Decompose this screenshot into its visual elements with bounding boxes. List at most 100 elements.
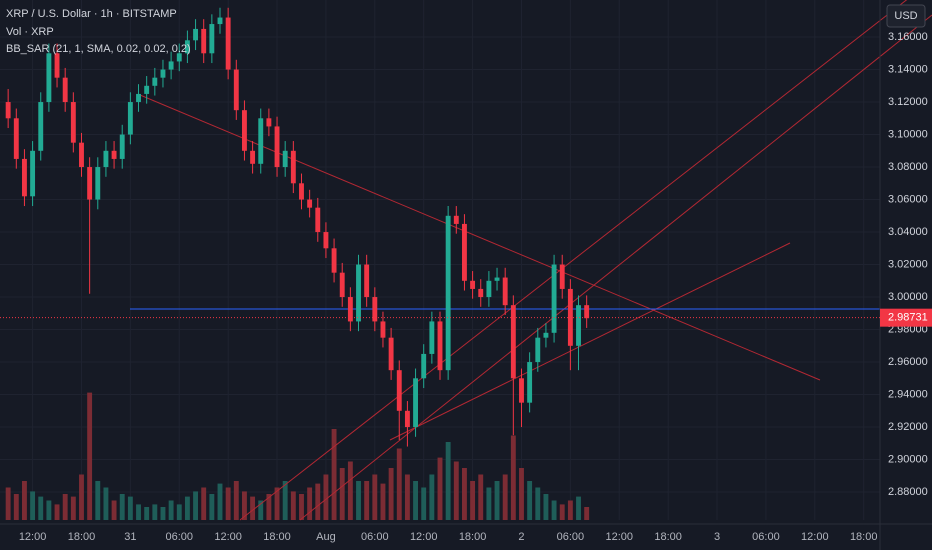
candle-body	[396, 370, 402, 411]
volume-bar	[274, 487, 280, 520]
volume-bar	[470, 481, 476, 520]
x-tick-label: 12:00	[410, 531, 438, 543]
y-tick-label: 3.14000	[888, 63, 928, 75]
candle-body	[119, 134, 125, 159]
volume-bar	[242, 491, 247, 520]
x-tick-label: 12:00	[605, 531, 633, 543]
currency-button[interactable]	[886, 4, 926, 28]
candle-body	[576, 305, 581, 346]
volume-label: Vol · XRP	[6, 26, 54, 38]
candle-body	[470, 280, 476, 289]
y-tick-label: 3.16000	[888, 31, 928, 43]
candle-body	[30, 150, 36, 197]
volume-bar	[290, 491, 296, 520]
volume-bar	[127, 496, 133, 520]
candle-body	[380, 321, 386, 338]
volume-bar	[22, 481, 27, 520]
volume-bar	[54, 504, 60, 520]
grid	[0, 0, 880, 520]
candle-body	[176, 53, 182, 62]
volume-bar	[331, 429, 337, 520]
candle-body	[225, 17, 231, 70]
indicator-label: BB_SAR (21, 1, SMA, 0.02, 0.02, 0.2)	[6, 43, 191, 55]
candle-body	[486, 280, 492, 298]
trend-line	[239, 0, 908, 521]
candle-body	[168, 61, 174, 70]
x-tick-label: 06:00	[557, 531, 585, 543]
volume-bar	[168, 500, 174, 520]
candle-body	[22, 158, 27, 197]
volume-bar	[282, 481, 288, 520]
candle-body	[388, 337, 394, 371]
x-tick-label: 18:00	[263, 531, 291, 543]
volume-bar	[413, 481, 418, 520]
candle-body	[87, 167, 93, 200]
volume-bar	[567, 500, 573, 520]
candle-body	[462, 223, 467, 281]
volume-bar	[510, 435, 516, 520]
volume-bar	[160, 507, 166, 520]
candle-body	[233, 69, 239, 111]
last-price-badge	[880, 308, 932, 327]
volume-bar	[38, 496, 44, 520]
y-tick-label: 3.12000	[888, 96, 928, 108]
candle-body	[437, 321, 443, 371]
candle-body	[201, 28, 207, 54]
candle-body	[413, 378, 418, 428]
candle-body	[584, 305, 590, 319]
volume-bar	[494, 481, 500, 520]
x-tick-label: 06:00	[752, 531, 780, 543]
candle-body	[70, 102, 76, 143]
currency: USD	[894, 10, 917, 22]
volume-bar	[225, 487, 231, 520]
candle-body	[315, 207, 321, 233]
volume-bar	[486, 487, 492, 520]
volume-bar	[445, 442, 451, 520]
candle-body	[5, 102, 11, 119]
volume-bar	[103, 487, 109, 520]
y-tick-label: 2.88000	[888, 486, 928, 498]
volume-bar	[388, 468, 394, 520]
candle-body	[429, 321, 435, 354]
volume-bar	[193, 491, 198, 520]
candle-body	[62, 77, 68, 103]
candle-body	[551, 264, 557, 333]
volume-bar	[364, 481, 370, 520]
x-tick-label: Aug	[316, 531, 336, 543]
volume-bar	[95, 481, 101, 520]
volume-bar	[79, 474, 84, 520]
candle-body	[331, 248, 337, 273]
volume-bar	[559, 504, 565, 520]
candle-body	[266, 118, 272, 127]
y-tick-label: 3.02000	[888, 258, 928, 270]
candle-body	[46, 53, 52, 103]
volume-bar	[429, 474, 435, 520]
volume-bar	[13, 494, 19, 520]
candle-body	[347, 297, 353, 322]
candle-body	[404, 410, 410, 428]
candle-body	[364, 264, 370, 298]
y-tick-label: 2.92000	[888, 421, 928, 433]
y-tick-label: 2.94000	[888, 388, 928, 400]
volume-bar	[347, 461, 353, 520]
volume-bar	[356, 481, 361, 520]
x-tick-label: 18:00	[459, 531, 487, 543]
volume-bar	[87, 392, 93, 520]
candle-body	[242, 110, 247, 151]
trend-line	[139, 94, 821, 381]
volume-bar	[111, 500, 117, 520]
candle-body	[217, 17, 223, 25]
x-tick-label: 18:00	[654, 531, 682, 543]
x-tick-label: 3	[714, 531, 720, 543]
candle-body	[79, 142, 84, 168]
volume-bar	[217, 483, 223, 520]
volume-bar	[266, 494, 272, 520]
volume-bar	[119, 494, 125, 520]
volume-bar	[136, 504, 141, 520]
candle-body	[103, 150, 109, 168]
candle-body	[152, 77, 158, 86]
candle-body	[282, 150, 288, 168]
candles	[5, 7, 590, 447]
